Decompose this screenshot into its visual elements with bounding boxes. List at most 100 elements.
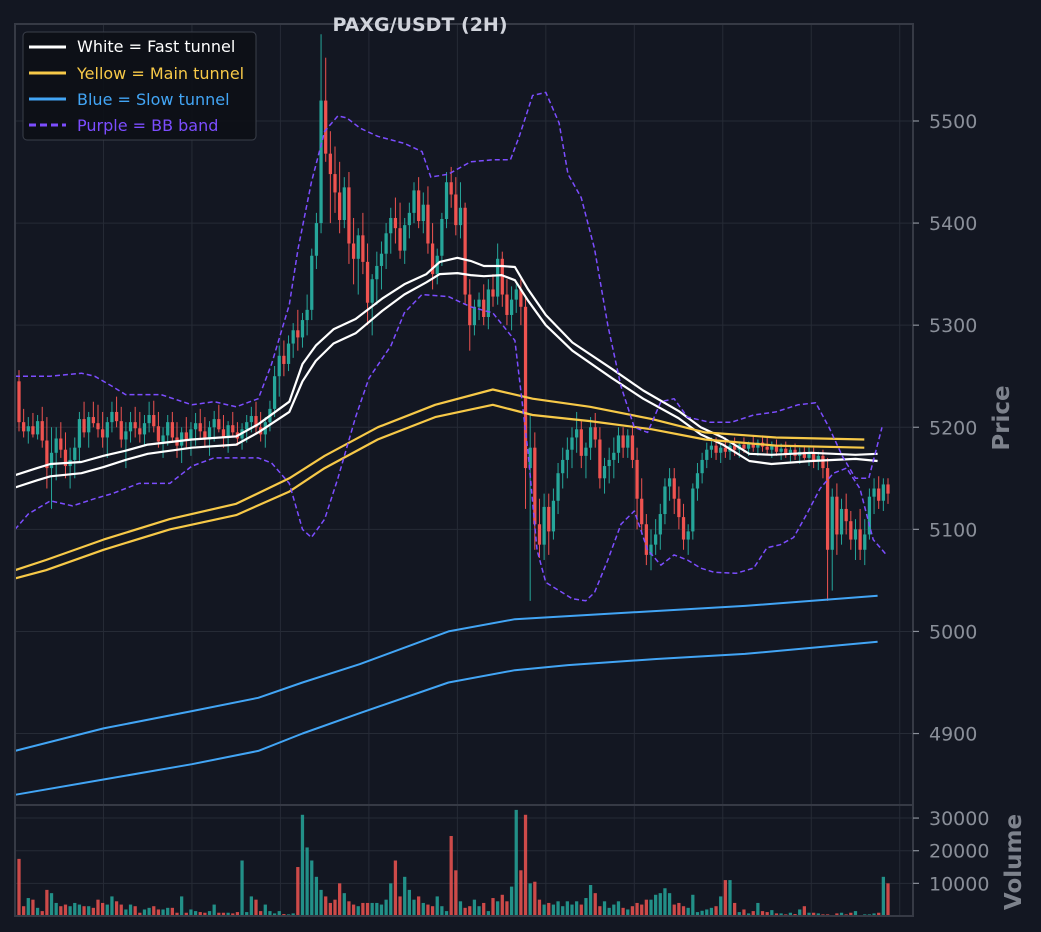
chart-title: PAXG/USDT (2H)	[332, 14, 507, 36]
volume-tick-label: 20000	[929, 841, 989, 863]
candle-body	[844, 508, 848, 522]
candle-body	[509, 299, 514, 315]
volume-bar	[588, 884, 593, 916]
candle-body	[816, 455, 820, 460]
candle-body	[691, 488, 695, 532]
candle-body	[667, 478, 672, 487]
candle-body	[649, 544, 653, 555]
candle-body	[212, 419, 216, 428]
candle-body	[812, 453, 816, 460]
volume-bar	[649, 899, 653, 916]
candles	[17, 34, 890, 601]
candle-body	[640, 498, 644, 525]
blue-upper-line	[14, 594, 878, 752]
volume-bar	[468, 906, 472, 916]
candle-body	[616, 435, 621, 453]
purple-upper-line	[15, 91, 883, 480]
volume-bar	[482, 902, 486, 916]
volume-bar	[774, 913, 779, 916]
price-tick-label: 5200	[929, 417, 977, 439]
volume-bar	[272, 913, 277, 916]
volume-bar	[393, 860, 398, 916]
volume-bar	[384, 899, 388, 916]
candle-body	[677, 498, 681, 518]
volume-bar	[654, 894, 658, 916]
price-plot	[14, 34, 890, 796]
volume-bar	[663, 888, 667, 916]
yellow-lower-line	[14, 403, 865, 580]
legend-label-slow: Blue = Slow tunnel	[77, 90, 230, 109]
legend-item-main: Yellow = Main tunnel	[29, 64, 244, 83]
price-tick-label: 5400	[929, 213, 977, 235]
volume-bar	[54, 902, 58, 916]
candle-body	[370, 279, 374, 303]
candle-body	[35, 421, 40, 435]
candle-body	[449, 182, 453, 195]
candle-body	[714, 445, 718, 453]
volume-bar	[347, 901, 351, 916]
candle-body	[561, 459, 565, 474]
volume-bar	[584, 898, 588, 916]
candle-body	[203, 431, 207, 440]
volume-bar	[881, 876, 885, 916]
candle-body	[705, 449, 709, 460]
candle-body	[231, 425, 235, 433]
volume-bar	[514, 809, 518, 916]
volume-bar	[770, 910, 774, 916]
purple-lower-line	[14, 293, 888, 602]
volume-bar	[644, 899, 648, 916]
candle-body	[324, 100, 328, 154]
volume-bar	[463, 907, 467, 916]
volume-bar	[667, 893, 672, 916]
candle-body	[114, 411, 119, 422]
candle-body	[347, 187, 351, 244]
candle-body	[663, 486, 667, 515]
candle-body	[830, 496, 834, 550]
volume-bar	[593, 893, 597, 916]
volume-bar	[49, 893, 54, 916]
volume-bar	[147, 907, 151, 916]
candle-body	[272, 376, 277, 409]
candle-body	[147, 415, 151, 424]
volume-bar	[87, 906, 91, 916]
candle-body	[101, 429, 105, 438]
candle-body	[468, 294, 472, 326]
volume-tick-label: 30000	[929, 808, 989, 830]
candle-body	[547, 506, 551, 532]
volume-bar	[124, 909, 128, 916]
candle-body	[286, 343, 291, 364]
volume-bar	[365, 902, 370, 916]
volume-bar	[802, 906, 806, 916]
volume-bar	[607, 907, 611, 916]
candle-body	[110, 411, 114, 423]
candle-body	[119, 421, 123, 440]
volume-bar	[472, 899, 477, 916]
blue-lower-line	[14, 640, 878, 796]
candle-body	[872, 488, 876, 497]
volume-bar	[291, 913, 295, 916]
candle-body	[96, 423, 100, 430]
volume-bar	[193, 911, 198, 916]
volume-bar	[189, 909, 193, 916]
volume-bar	[533, 881, 537, 916]
volume-bar	[640, 904, 644, 916]
candle-body	[723, 447, 727, 452]
volume-bar	[602, 901, 607, 916]
volume-bar	[547, 902, 551, 916]
volume-bar	[746, 913, 751, 916]
volume-bar	[705, 909, 709, 916]
candle-body	[361, 235, 365, 262]
volume-bar	[45, 889, 49, 916]
price-tick-label: 5500	[929, 111, 977, 133]
candle-body	[26, 426, 30, 432]
candle-body	[635, 459, 639, 499]
candle-body	[486, 289, 490, 318]
candle-body	[528, 447, 532, 469]
candle-body	[338, 192, 342, 221]
candle-body	[774, 445, 779, 452]
volume-bar	[616, 901, 621, 916]
candle-body	[607, 459, 611, 467]
volume-bar	[26, 898, 30, 916]
candle-body	[477, 299, 481, 307]
